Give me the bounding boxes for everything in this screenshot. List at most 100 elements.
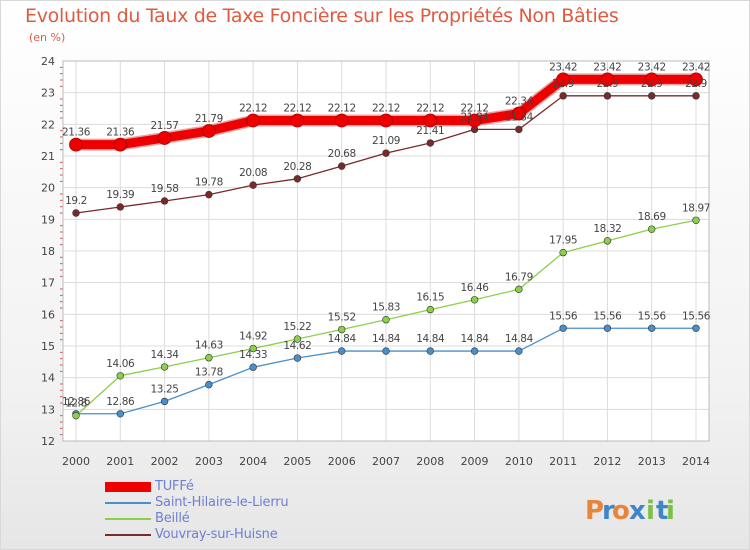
data-label: 15.83 bbox=[372, 302, 400, 314]
data-point bbox=[293, 175, 302, 183]
data-label: 14.84 bbox=[328, 333, 357, 345]
data-point bbox=[205, 380, 213, 389]
data-point bbox=[515, 125, 523, 134]
data-point bbox=[246, 113, 261, 128]
x-tick-label: 2010 bbox=[505, 455, 533, 468]
data-point bbox=[338, 347, 346, 355]
data-point bbox=[382, 347, 390, 355]
data-point bbox=[379, 113, 393, 128]
data-point bbox=[556, 72, 571, 87]
data-point bbox=[426, 305, 434, 314]
data-point bbox=[426, 347, 434, 355]
data-label: 23.42 bbox=[593, 61, 621, 73]
data-point bbox=[692, 324, 700, 332]
data-point bbox=[205, 354, 213, 362]
data-label: 16.79 bbox=[505, 271, 533, 283]
x-tick-label: 2000 bbox=[62, 455, 90, 468]
data-point bbox=[113, 137, 128, 152]
data-point bbox=[559, 324, 567, 332]
data-label: 14.62 bbox=[283, 340, 311, 352]
legend-label: Saint-Hilaire-le-Lierru bbox=[155, 495, 289, 510]
data-label: 22.12 bbox=[416, 103, 444, 115]
x-tick-label: 2008 bbox=[416, 455, 444, 468]
data-label: 15.56 bbox=[682, 310, 711, 322]
data-label: 15.56 bbox=[593, 310, 622, 322]
data-point bbox=[249, 181, 257, 189]
data-label: 20.68 bbox=[328, 148, 356, 160]
data-label: 21.36 bbox=[62, 127, 91, 139]
data-label: 19.2 bbox=[65, 195, 87, 207]
legend-swatch bbox=[105, 482, 151, 492]
x-tick-label: 2003 bbox=[195, 455, 223, 468]
legend-label: TUFFé bbox=[155, 479, 194, 494]
line-chart: 12 13 14 15 16 17 18 19 20 21 22 23 24 2000 2001 2002 20… bbox=[41, 55, 711, 468]
x-tick-label: 2012 bbox=[593, 455, 621, 468]
x-tick-label: 2002 bbox=[151, 455, 179, 468]
data-point bbox=[116, 410, 124, 418]
data-point bbox=[603, 237, 612, 245]
data-label: 21.84 bbox=[505, 111, 534, 123]
data-point bbox=[160, 197, 169, 205]
data-label: 15.56 bbox=[638, 310, 667, 322]
data-point bbox=[382, 316, 390, 324]
data-point bbox=[600, 72, 615, 87]
data-point bbox=[249, 344, 257, 353]
data-label: 16.15 bbox=[416, 292, 444, 304]
logo-letter: o bbox=[612, 496, 630, 526]
data-label: 21.57 bbox=[151, 120, 179, 132]
logo-letter: x bbox=[629, 496, 646, 526]
x-tick-label: 2006 bbox=[328, 455, 356, 468]
data-label: 22.34 bbox=[505, 96, 534, 108]
data-label: 14.33 bbox=[239, 349, 267, 361]
data-point bbox=[648, 324, 656, 332]
data-label: 17.95 bbox=[549, 235, 577, 247]
data-label: 15.56 bbox=[549, 310, 578, 322]
y-tick-label: 24 bbox=[41, 55, 55, 68]
data-label: 16.46 bbox=[461, 282, 490, 294]
data-label: 20.08 bbox=[239, 167, 267, 179]
y-tick-label: 21 bbox=[41, 150, 55, 163]
data-label: 14.84 bbox=[372, 333, 401, 345]
data-point bbox=[382, 149, 390, 157]
data-label: 14.84 bbox=[416, 333, 445, 345]
data-label: 14.34 bbox=[151, 349, 180, 361]
data-point bbox=[692, 216, 700, 224]
data-point bbox=[160, 397, 169, 406]
data-point bbox=[160, 363, 169, 371]
data-point bbox=[423, 113, 438, 128]
data-label: 22.9 bbox=[552, 78, 574, 90]
data-label: 21.09 bbox=[372, 135, 400, 147]
legend-swatch bbox=[105, 518, 151, 520]
y-tick-label: 12 bbox=[41, 435, 55, 448]
data-point bbox=[689, 72, 703, 87]
y-tick-label: 16 bbox=[41, 308, 55, 321]
data-label: 22.9 bbox=[641, 78, 663, 90]
data-label: 15.52 bbox=[328, 312, 356, 324]
data-point bbox=[559, 248, 567, 257]
data-label: 19.39 bbox=[106, 189, 134, 201]
x-tick-label: 2005 bbox=[283, 455, 311, 468]
data-label: 19.58 bbox=[151, 183, 179, 195]
data-label: 21.41 bbox=[416, 125, 444, 137]
data-point bbox=[515, 285, 523, 294]
data-label: 18.69 bbox=[638, 211, 666, 223]
data-label: 23.42 bbox=[682, 61, 710, 73]
data-point bbox=[603, 324, 612, 332]
data-label: 22.9 bbox=[685, 78, 707, 90]
data-point bbox=[648, 92, 656, 100]
data-label: 13.78 bbox=[195, 367, 223, 379]
data-label: 22.12 bbox=[461, 103, 489, 115]
data-point bbox=[116, 203, 124, 211]
proxiti-logo: Pro x i ti bbox=[585, 496, 675, 526]
data-label: 18.32 bbox=[593, 223, 621, 235]
data-point bbox=[338, 162, 346, 170]
data-label: 13.25 bbox=[151, 383, 179, 395]
y-tick-label: 14 bbox=[41, 372, 55, 385]
logo-letter: i bbox=[666, 496, 675, 526]
data-label: 20.28 bbox=[283, 161, 311, 173]
data-point bbox=[293, 354, 302, 362]
data-point bbox=[470, 347, 479, 355]
legend-swatch bbox=[105, 534, 151, 536]
data-point bbox=[515, 347, 523, 355]
logo-letter: t bbox=[656, 496, 668, 526]
